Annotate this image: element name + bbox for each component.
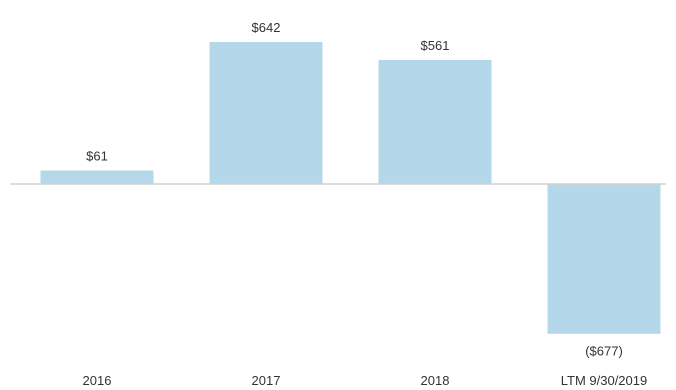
- x-tick-label: 2016: [83, 373, 112, 388]
- x-tick-label: LTM 9/30/2019: [561, 373, 647, 388]
- data-label: ($677): [585, 344, 623, 359]
- x-tick-label: 2018: [421, 373, 450, 388]
- bar-2017: [209, 42, 323, 184]
- data-labels-group: $61 $642 $561 ($677): [86, 20, 623, 359]
- bar-ltm-9-30-2019: [547, 184, 661, 334]
- data-label: $642: [252, 20, 281, 35]
- bars-group: [40, 42, 661, 334]
- data-label: $61: [86, 149, 108, 164]
- bar-2018: [378, 59, 492, 184]
- data-label: $561: [421, 38, 450, 53]
- x-tick-label: 2017: [252, 373, 281, 388]
- bar-2016: [40, 170, 154, 184]
- x-axis-tick-labels: 2016 2017 2018 LTM 9/30/2019: [83, 373, 648, 388]
